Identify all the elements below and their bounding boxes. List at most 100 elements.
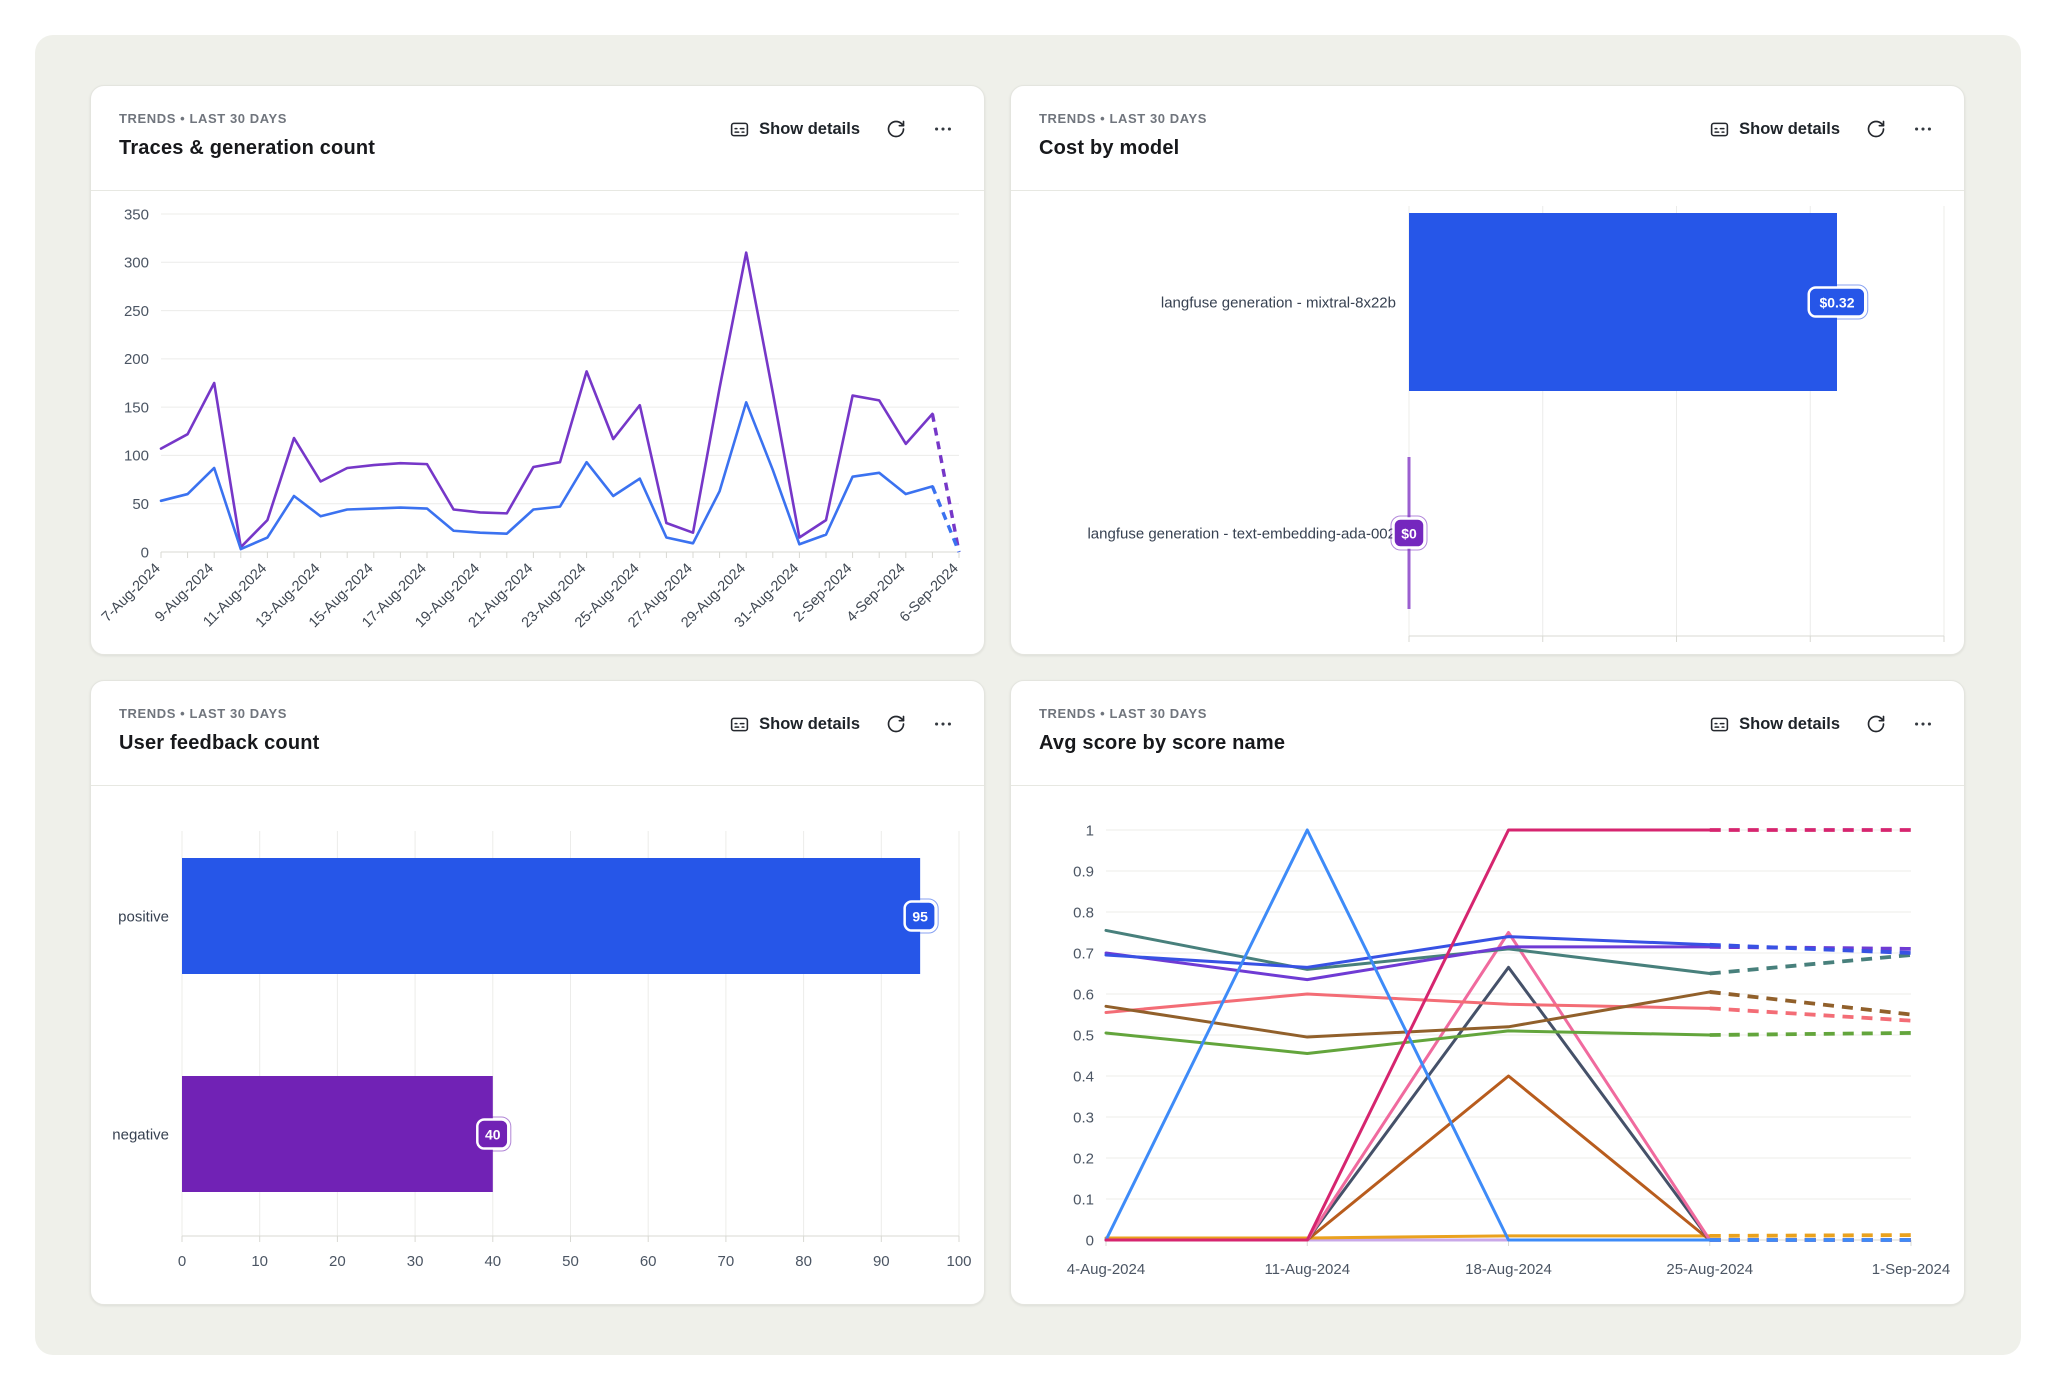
series-score-amber <box>1104 1234 1712 1240</box>
details-card-icon <box>729 714 750 735</box>
x-tick-label: 4-Aug-2024 <box>1067 1261 1145 1278</box>
series-score-magenta <box>1104 828 1712 1242</box>
show-details-button[interactable]: Show details <box>1703 709 1846 740</box>
y-tick-label: 300 <box>124 255 149 272</box>
refresh-icon <box>1866 119 1886 139</box>
category-label: positive <box>118 908 169 925</box>
value-badge <box>903 900 937 932</box>
card-actions: Show details <box>723 113 960 145</box>
category-label: negative <box>112 1126 169 1143</box>
details-card-icon <box>729 119 750 140</box>
cost-by-model-bar-chart: $0 $0.1 $0.2 $0.3 $0.4 langfuse generation - … <box>1087 206 1959 655</box>
divider <box>91 190 984 191</box>
card-eyebrow: TRENDS • LAST 30 DAYS <box>1039 706 1208 721</box>
details-card-icon <box>1709 119 1730 140</box>
refresh-button[interactable] <box>1860 709 1892 739</box>
bar <box>1409 213 1837 391</box>
x-tick-label: 11-Aug-2024 <box>1264 1261 1350 1278</box>
x-tick-label: 100 <box>946 1253 971 1270</box>
show-details-label: Show details <box>759 119 860 138</box>
ellipsis-icon <box>932 118 954 140</box>
series-score-violet <box>1104 945 1712 982</box>
card-header: TRENDS • LAST 30 DAYS User feedback coun… <box>91 681 984 785</box>
show-details-label: Show details <box>759 714 860 733</box>
y-tick-label: 0.3 <box>1073 1109 1094 1126</box>
page-title: Avg score by score name <box>1039 732 1286 754</box>
category-label: langfuse generation - text-embedding-ada… <box>1087 525 1396 542</box>
x-tick-label: $0.1 <box>1528 653 1557 655</box>
value-badge-ring <box>474 1116 512 1152</box>
y-tick-label: 0.7 <box>1073 945 1094 962</box>
value-badge <box>1392 517 1426 549</box>
more-options-button[interactable] <box>926 708 960 740</box>
x-tick-label: $0 <box>1401 653 1418 655</box>
y-tick-label: 0 <box>1086 1232 1094 1249</box>
x-tick-label: 0 <box>178 1253 186 1270</box>
more-options-button[interactable] <box>926 113 960 145</box>
card-header: TRENDS • LAST 30 DAYS Cost by model Show… <box>1011 86 1964 190</box>
refresh-icon <box>1866 714 1886 734</box>
divider <box>1011 190 1964 191</box>
series-score-red-dashed <box>1709 1006 1912 1023</box>
refresh-button[interactable] <box>880 114 912 144</box>
card-user-feedback-count: TRENDS • LAST 30 DAYS User feedback coun… <box>90 680 985 1305</box>
x-tick-label: $0.2 <box>1662 653 1691 655</box>
page-title: Cost by model <box>1039 137 1180 159</box>
y-tick-label: 0.2 <box>1073 1150 1094 1167</box>
series-generations-dashed <box>930 485 961 553</box>
y-tick-label: 0.5 <box>1073 1027 1094 1044</box>
more-options-button[interactable] <box>1906 113 1940 145</box>
y-tick-label: 0.1 <box>1073 1191 1094 1208</box>
x-tick-label: 80 <box>795 1253 812 1270</box>
y-tick-label: 0.9 <box>1073 863 1094 880</box>
series-score-blue <box>1104 935 1712 969</box>
ellipsis-icon <box>932 713 954 735</box>
x-tick-label: 10 <box>251 1253 268 1270</box>
avg-score-line-chart: 0 0.1 0.2 0.3 0.4 0.5 0.6 0.7 0.8 0.9 1 4-Aug-2024 1… <box>1067 822 1950 1278</box>
show-details-button[interactable]: Show details <box>723 114 866 145</box>
y-tick-label: 250 <box>124 303 149 320</box>
bar <box>182 858 921 974</box>
series-score-blue-dashed <box>1709 942 1912 955</box>
category-label: langfuse generation - mixtral-8x22b <box>1161 294 1396 311</box>
x-tick-label: 25-Aug-2024 <box>1666 1261 1753 1278</box>
bar <box>182 1076 493 1192</box>
value-badge <box>476 1118 510 1150</box>
ellipsis-icon <box>1912 713 1934 735</box>
series-score-red <box>1104 992 1712 1014</box>
card-actions: Show details <box>1703 113 1940 145</box>
card-eyebrow: TRENDS • LAST 30 DAYS <box>119 111 288 126</box>
card-header: TRENDS • LAST 30 DAYS Traces & generatio… <box>91 86 984 190</box>
x-tick-label: 18-Aug-2024 <box>1465 1261 1552 1278</box>
refresh-button[interactable] <box>880 709 912 739</box>
refresh-button[interactable] <box>1860 114 1892 144</box>
x-tick-label: 30 <box>407 1253 424 1270</box>
y-tick-label: 100 <box>124 448 149 465</box>
refresh-icon <box>886 119 906 139</box>
y-tick-label: 0.8 <box>1073 904 1094 921</box>
dashboard-grid: TRENDS • LAST 30 DAYS Traces & generatio… <box>90 85 1965 1305</box>
series-generations <box>159 401 934 551</box>
card-traces-generation-count: TRENDS • LAST 30 DAYS Traces & generatio… <box>90 85 985 655</box>
dashboard-panel: TRENDS • LAST 30 DAYS Traces & generatio… <box>35 35 2021 1355</box>
y-tick-label: 50 <box>132 496 149 513</box>
more-options-button[interactable] <box>1906 708 1940 740</box>
value-badge-ring <box>901 898 939 934</box>
series-score-teal <box>1104 928 1712 975</box>
card-cost-by-model: TRENDS • LAST 30 DAYS Cost by model Show… <box>1010 85 1965 655</box>
card-actions: Show details <box>723 708 960 740</box>
show-details-button[interactable]: Show details <box>1703 114 1846 145</box>
divider <box>1011 785 1964 786</box>
card-eyebrow: TRENDS • LAST 30 DAYS <box>119 706 288 721</box>
series-score-amber-dashed <box>1709 1233 1912 1238</box>
value-badge-label: 40 <box>485 1126 501 1142</box>
divider <box>91 785 984 786</box>
x-tick-label: 70 <box>718 1253 735 1270</box>
y-tick-label: 1 <box>1086 822 1094 839</box>
page-title: User feedback count <box>119 732 320 754</box>
show-details-label: Show details <box>1739 714 1840 733</box>
show-details-button[interactable]: Show details <box>723 709 866 740</box>
series-score-green-dashed <box>1709 1031 1912 1037</box>
value-badge-label: $0.32 <box>1819 294 1854 310</box>
y-tick-label: 150 <box>124 399 149 416</box>
